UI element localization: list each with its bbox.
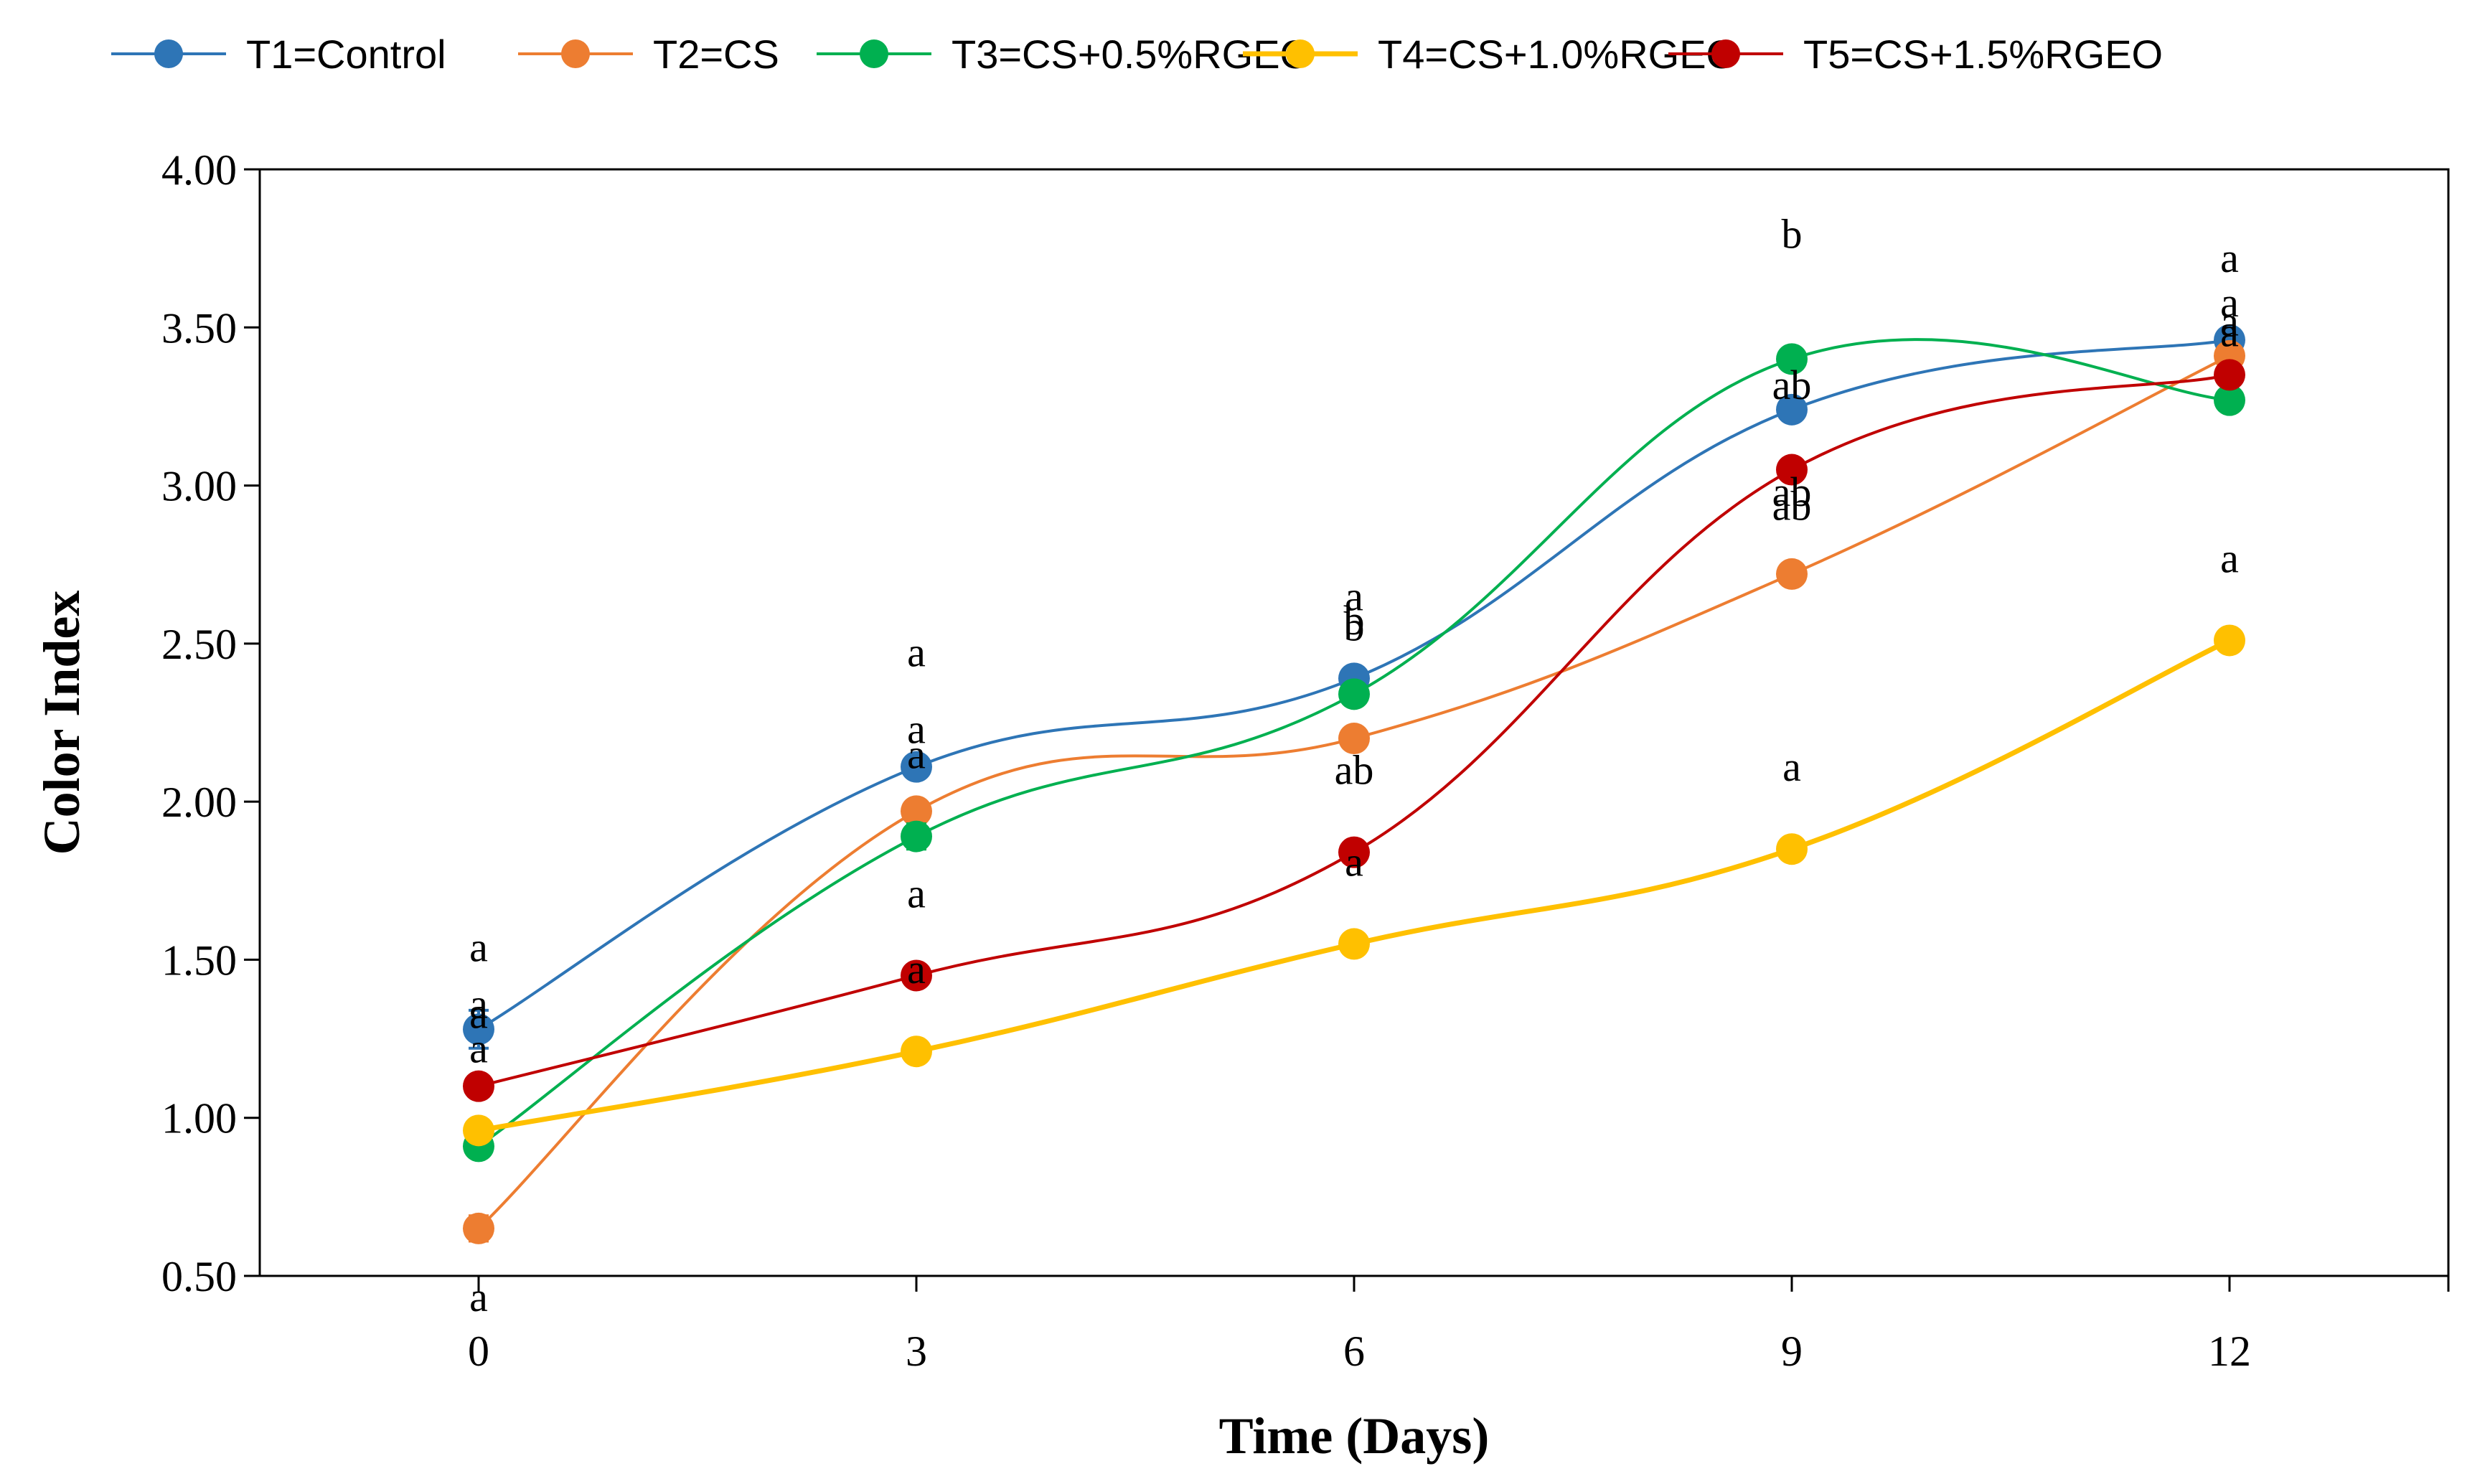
legend-label: T5=CS+1.5%RGEO — [1803, 32, 2163, 77]
legend-item-3: T3=CS+0.5%RGEO — [817, 32, 1311, 77]
x-tick-label: 0 — [468, 1328, 489, 1375]
legend-item-4: T4=CS+1.0%RGEO — [1243, 32, 1737, 77]
significance-label: a — [469, 1025, 488, 1071]
y-tick-label: 1.00 — [161, 1095, 237, 1142]
legend-marker — [860, 39, 888, 68]
significance-label: a — [1345, 573, 1363, 619]
legend: T1=Control T2=CS T3=CS+0.5%RGEO T4=CS+1.0%R… — [111, 32, 2163, 77]
data-point — [1776, 343, 1808, 375]
y-tick-label: 2.50 — [161, 621, 237, 668]
significance-label: a — [907, 705, 926, 752]
data-point — [901, 959, 932, 992]
y-tick-label: 3.00 — [161, 463, 237, 510]
data-point — [463, 1212, 494, 1244]
legend-marker — [561, 39, 590, 68]
legend-label: T2=CS — [653, 32, 779, 77]
data-point — [1776, 558, 1808, 590]
significance-label: b — [1344, 603, 1365, 649]
significance-label: a — [1782, 743, 1801, 790]
y-tick-label: 4.00 — [161, 146, 237, 194]
data-point — [1776, 833, 1808, 865]
y-tick-label: 0.50 — [161, 1253, 237, 1300]
data-point — [2214, 624, 2245, 657]
data-point — [1338, 723, 1370, 755]
series-layer — [463, 324, 2245, 1244]
x-axis-title: Time (Days) — [1219, 1407, 1490, 1465]
series-line — [477, 354, 2230, 1230]
legend-marker — [154, 39, 183, 68]
x-tick-label: 3 — [906, 1328, 927, 1375]
series-line — [478, 638, 2231, 1133]
legend-item-2: T2=CS — [518, 32, 779, 77]
data-point — [1776, 454, 1808, 486]
significance-label: a — [907, 731, 926, 778]
x-tick-label: 6 — [1343, 1328, 1365, 1375]
significance-label: a — [1345, 838, 1363, 885]
significance-label: a — [469, 1274, 488, 1320]
data-point — [1338, 678, 1370, 710]
significance-label: b — [1344, 597, 1365, 644]
significance-label: a — [2220, 279, 2239, 326]
data-point — [901, 820, 932, 853]
significance-label: a — [469, 990, 488, 1037]
series-5 — [463, 359, 2245, 1102]
y-tick-label: 1.50 — [161, 936, 237, 984]
series-3 — [463, 338, 2245, 1163]
significance-label: a — [907, 870, 926, 916]
data-point — [901, 751, 932, 783]
series-line — [478, 373, 2230, 1088]
x-tick-label: 9 — [1781, 1328, 1803, 1375]
series-4 — [463, 624, 2245, 1147]
significance-label: ab — [1335, 747, 1374, 794]
legend-marker — [1286, 39, 1315, 68]
data-point — [901, 1035, 932, 1068]
data-point — [1338, 928, 1370, 960]
significance-label: a — [2220, 298, 2239, 344]
significance-label: b — [1782, 210, 1803, 257]
y-tick-label: 3.50 — [161, 304, 237, 352]
legend-marker — [1711, 39, 1740, 68]
data-point — [463, 1013, 494, 1046]
y-tick-label: 2.00 — [161, 779, 237, 826]
axes: 0.50 1.00 1.50 2.00 2.50 3.00 3.50 4.00 0 3 6 9 12 — [161, 146, 2450, 1375]
data-point — [463, 1070, 494, 1102]
data-point — [2214, 384, 2245, 416]
data-point — [1338, 836, 1370, 868]
data-point — [901, 795, 932, 827]
significance-label: ab — [1772, 362, 1812, 408]
significance-label: a — [2220, 309, 2239, 356]
significance-label: a — [469, 981, 488, 1028]
data-point — [463, 1114, 494, 1147]
data-point — [1776, 393, 1808, 426]
significance-label: ab — [1772, 469, 1812, 515]
legend-item-5: T5=CS+1.5%RGEO — [1668, 32, 2163, 77]
significance-label: a — [907, 946, 926, 992]
significance-label: a — [2220, 535, 2239, 581]
significance-label: a — [907, 629, 926, 676]
y-axis-title: Color Index — [33, 591, 90, 855]
data-point — [2214, 359, 2245, 391]
legend-label: T1=Control — [246, 32, 446, 77]
legend-item-1: T1=Control — [111, 32, 446, 77]
x-tick-label: 12 — [2208, 1328, 2251, 1375]
significance-label: a — [469, 924, 488, 970]
significance-label: a — [2220, 235, 2239, 281]
significance-label: ab — [1772, 483, 1812, 530]
